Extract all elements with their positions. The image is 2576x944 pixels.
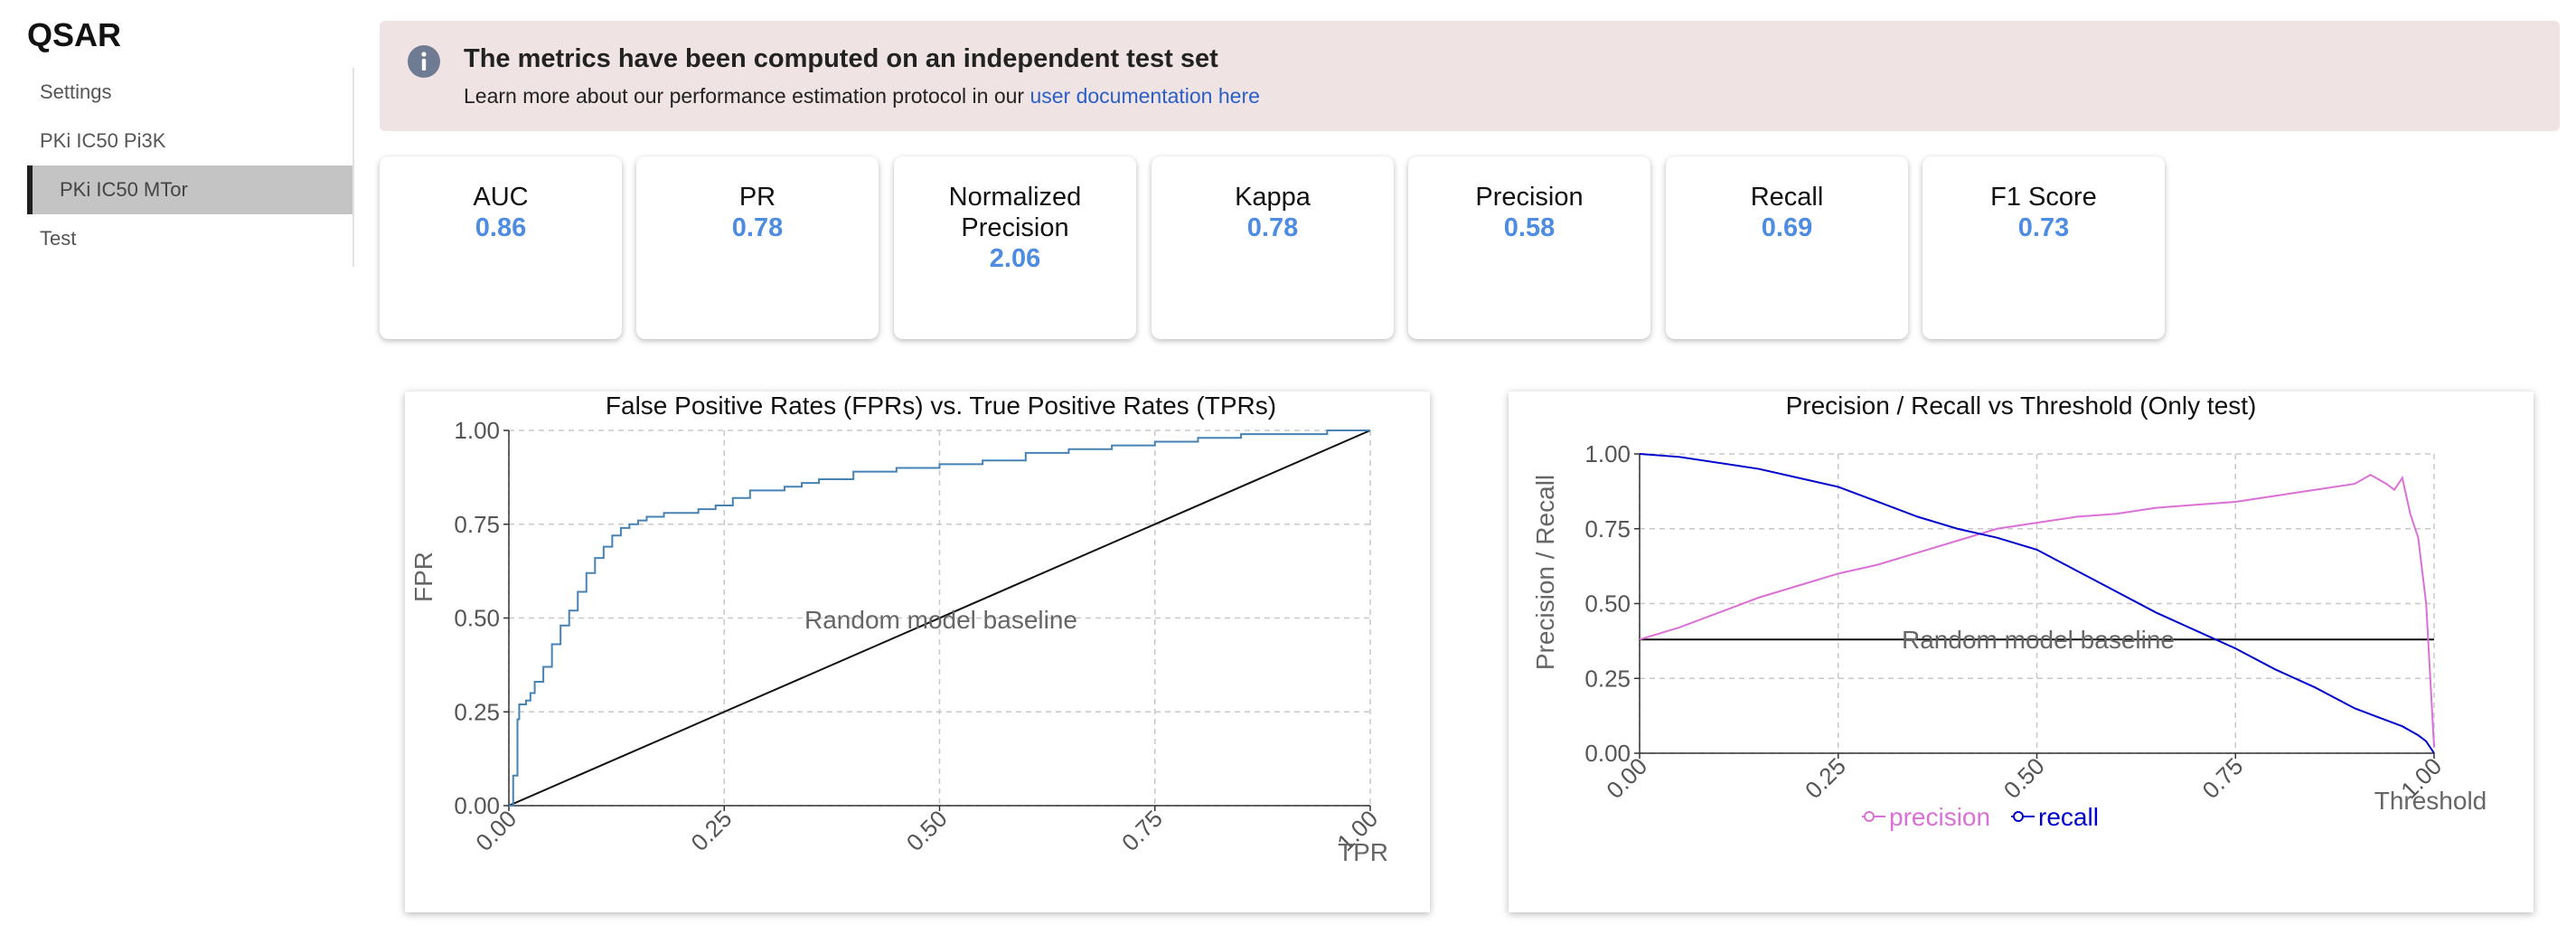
banner-text: Learn more about our performance estimat… (464, 84, 1025, 108)
sidebar-item-test[interactable]: Test (40, 227, 77, 250)
y-tick-label: 0.75 (454, 511, 500, 538)
legend-item-recall[interactable]: recall (2011, 803, 2099, 831)
precision-recall-chart-panel: 0.00 0.25 0.50 0.75 1.00 0.00 0.25 0.50 0.75 1.0… (1509, 392, 2534, 912)
metric-card-recall: Recall 0.69 (1666, 156, 1908, 339)
metric-value: 0.58 (1503, 213, 1556, 242)
y-tick-label: 0.00 (1584, 740, 1631, 767)
y-tick-label: 0.00 (454, 792, 500, 819)
sidebar: Settings PKi IC50 Pi3K PKi IC50 MTor Tes… (27, 68, 354, 267)
info-banner: The metrics have been computed on an ind… (380, 21, 2560, 131)
metric-label: Recall (1750, 183, 1824, 212)
roc-chart-panel: 0.00 0.25 0.50 0.75 1.00 0.00 0.25 0.50 0.75 1.0… (405, 392, 1430, 912)
legend-marker-precision (1864, 811, 1875, 822)
y-tick-label: 0.75 (1584, 515, 1631, 543)
metric-card-kappa: Kappa 0.78 (1152, 156, 1394, 339)
recall-line (1639, 453, 2435, 754)
y-tick-label: 0.50 (454, 605, 500, 632)
roc-annotation: Random model baseline (804, 606, 1077, 634)
user-documentation-link[interactable]: user documentation here (1029, 84, 1260, 108)
y-tick-label: 1.00 (454, 417, 500, 444)
roc-chart: 0.000.250.500.751.00 0.00 0.25 0.50 0.75 1.0… (409, 392, 1388, 866)
pr-chart-title: Precision / Recall vs Threshold (Only te… (1786, 392, 2257, 420)
pr-y-axis-label: Precision / Recall (1531, 475, 1559, 670)
roc-x-axis-label: TPR (1338, 838, 1388, 866)
legend-marker-recall (2013, 811, 2024, 822)
x-tick-label: 0.50 (1998, 752, 2050, 804)
metric-label: AUC (473, 183, 529, 212)
metric-value: 0.69 (1761, 213, 1813, 242)
pr-legend: precision recall (1862, 803, 2099, 831)
metric-label: Kappa (1235, 183, 1311, 212)
sidebar-item-pki-ic50-pi3k[interactable]: PKi IC50 Pi3K (40, 129, 166, 152)
metric-value: 0.78 (1246, 213, 1299, 242)
metric-card-normalized-precision: Normalized Precision 2.06 (894, 156, 1136, 339)
metric-value: 0.86 (475, 213, 527, 242)
sidebar-item-pki-ic50-mtor[interactable]: PKi IC50 MTor (27, 165, 353, 214)
roc-y-axis-label: FPR (409, 552, 437, 602)
legend-item-precision[interactable]: precision (1862, 803, 1990, 831)
metric-label: F1 Score (1990, 183, 2097, 212)
metric-label: Precision (1475, 183, 1584, 212)
sidebar-item-settings[interactable]: Settings (40, 80, 112, 103)
metric-label: Normalized Precision (948, 183, 1082, 242)
metric-label: PR (738, 183, 776, 212)
metric-value: 0.78 (731, 213, 784, 242)
info-icon (408, 45, 440, 78)
legend-label-recall: recall (2038, 803, 2099, 831)
x-tick-label: 0.25 (685, 805, 737, 856)
y-tick-label: 0.25 (454, 698, 500, 725)
app-title: QSAR (27, 16, 122, 53)
roc-chart-title: False Positive Rates (FPRs) vs. True Pos… (606, 392, 1276, 420)
roc-curve-line (509, 430, 1370, 807)
x-tick-label: 0.25 (1800, 752, 1851, 804)
legend-label-precision: precision (1889, 803, 1990, 831)
roc-baseline-line (508, 430, 1371, 807)
banner-title: The metrics have been computed on an ind… (464, 44, 1218, 73)
x-tick-label: 0.75 (1116, 805, 1168, 856)
metric-card-precision: Precision 0.58 (1408, 156, 1650, 339)
x-tick-label: 0.50 (901, 805, 953, 856)
metric-card-f1-score: F1 Score 0.73 (1923, 156, 2165, 339)
x-tick-label: 0.75 (2196, 752, 2248, 804)
y-tick-label: 1.00 (1584, 440, 1631, 467)
banner-text-line: Learn more about our performance estimat… (464, 84, 1260, 109)
precision-recall-chart: 0.000.250.500.751.00 0.00 0.25 0.50 0.75 1.0… (1531, 392, 2487, 831)
precision-line (1639, 474, 2435, 748)
metric-card-pr: PR 0.78 (636, 156, 879, 339)
pr-annotation: Random model baseline (1902, 626, 2175, 654)
metric-value: 0.73 (2017, 213, 2070, 242)
y-tick-label: 0.50 (1584, 590, 1631, 618)
metric-value: 2.06 (989, 244, 1041, 273)
pr-x-axis-label: Threshold (2374, 787, 2487, 815)
y-tick-label: 0.25 (1584, 665, 1631, 692)
metric-card-auc: AUC 0.86 (380, 156, 622, 339)
